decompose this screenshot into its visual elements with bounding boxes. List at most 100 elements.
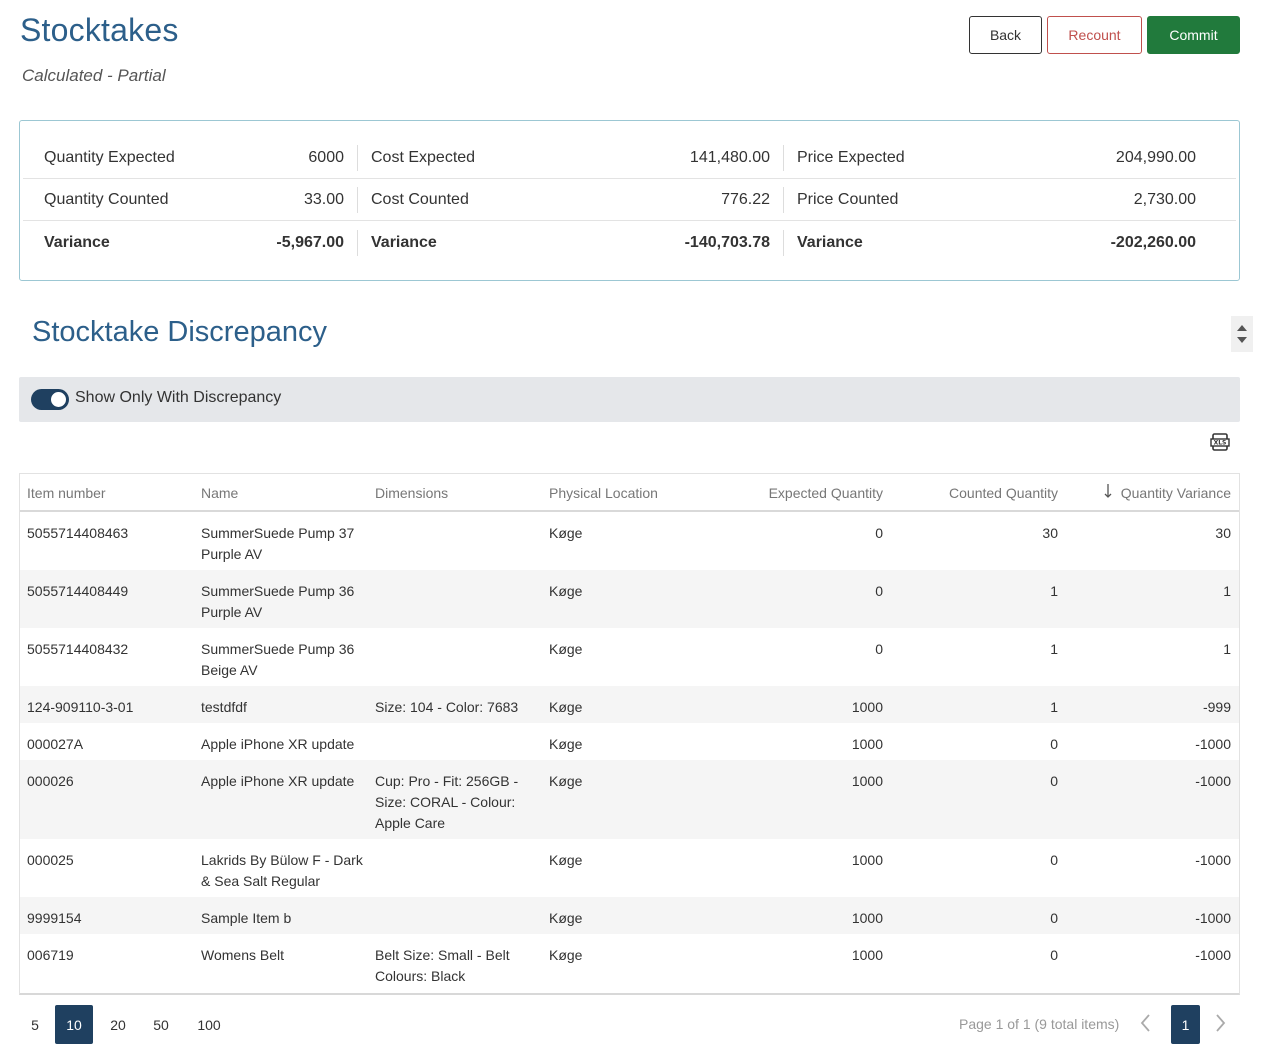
cell-dimensions: Cup: Pro - Fit: 256GB - Size: CORAL - Co… xyxy=(375,773,519,831)
page-button-current[interactable]: 1 xyxy=(1171,1005,1200,1044)
price-counted-label: Price Counted xyxy=(797,190,899,208)
cell-expected-quantity: 1000 xyxy=(851,947,883,963)
cell-physical-location: Køge xyxy=(549,852,583,868)
cell-expected-quantity: 1000 xyxy=(851,736,883,752)
page-subtitle: Calculated - Partial xyxy=(22,66,166,85)
cell-quantity-variance: -1000 xyxy=(1195,852,1231,868)
cost-counted-value: 776.22 xyxy=(721,190,770,208)
cell-item-number: 5055714408463 xyxy=(27,525,129,541)
summary-row-counted: Quantity Counted 33.00 Cost Counted 776.… xyxy=(23,179,1236,221)
cell-counted-quantity: 0 xyxy=(1050,736,1058,752)
divider xyxy=(357,187,358,213)
cell-name: SummerSuede Pump 36 Purple AV xyxy=(201,583,355,620)
qty-counted-label: Quantity Counted xyxy=(44,190,169,208)
cell-physical-location: Køge xyxy=(549,910,583,926)
cell-counted-quantity: 0 xyxy=(1050,947,1058,963)
table-row[interactable]: 000027A Apple iPhone XR update Køge 1000 0 -1… xyxy=(20,723,1239,760)
cell-name: Apple iPhone XR update xyxy=(201,736,355,752)
cell-counted-quantity: 1 xyxy=(1050,699,1058,715)
cell-dimensions: Size: 104 - Color: 7683 xyxy=(375,699,519,715)
col-dimensions[interactable]: Dimensions xyxy=(375,485,449,501)
cell-counted-quantity: 1 xyxy=(1050,583,1058,599)
table-row[interactable]: 006719 Womens Belt Belt Size: Small - Belt… xyxy=(20,934,1239,992)
page-size-option[interactable]: 100 xyxy=(197,1016,221,1033)
divider xyxy=(357,230,358,256)
page-size-option[interactable]: 50 xyxy=(153,1016,169,1033)
page-size-option[interactable]: 20 xyxy=(110,1016,126,1033)
col-counted-quantity[interactable]: Counted Quantity xyxy=(949,485,1058,501)
qty-expected-label: Quantity Expected xyxy=(44,148,175,166)
cell-name: Womens Belt xyxy=(201,947,284,963)
cell-expected-quantity: 1000 xyxy=(851,699,883,715)
col-name[interactable]: Name xyxy=(201,485,239,501)
recount-button[interactable]: Recount xyxy=(1047,16,1142,54)
cost-variance-label: Variance xyxy=(371,234,437,251)
chevron-left-icon[interactable] xyxy=(1137,1012,1155,1034)
toggle-label: Show Only With Discrepancy xyxy=(75,389,282,406)
divider xyxy=(357,145,358,171)
col-item-number[interactable]: Item number xyxy=(27,485,106,501)
cost-variance-value: -140,703.78 xyxy=(684,234,770,251)
cell-dimensions: Belt Size: Small - Belt Colours: Black xyxy=(375,947,510,984)
cell-item-number: 000025 xyxy=(27,852,74,868)
cell-item-number: 9999154 xyxy=(27,910,82,926)
qty-variance-label: Variance xyxy=(44,234,110,251)
col-quantity-variance[interactable]: Quantity Variance xyxy=(1120,485,1231,501)
cell-physical-location: Køge xyxy=(549,947,583,963)
cell-item-number: 000027A xyxy=(27,736,84,752)
cell-expected-quantity: 0 xyxy=(875,525,883,541)
table-row[interactable]: 124-909110-3-01 testdfdf Size: 104 - Color… xyxy=(20,686,1239,723)
cell-physical-location: Køge xyxy=(549,583,583,599)
col-expected-quantity[interactable]: Expected Quantity xyxy=(768,485,883,501)
sort-desc-icon[interactable] xyxy=(1103,482,1113,500)
cost-counted-label: Cost Counted xyxy=(371,190,469,208)
cell-counted-quantity: 0 xyxy=(1050,910,1058,926)
price-variance-value: -202,260.00 xyxy=(1110,234,1196,251)
table-row[interactable]: 000025 Lakrids By Bülow F - Dark & Sea Sa… xyxy=(20,839,1239,897)
table-row[interactable]: 000026 Apple iPhone XR update Cup: Pro - F… xyxy=(20,760,1239,839)
back-button[interactable]: Back xyxy=(969,16,1042,54)
page-title: Stocktakes xyxy=(20,12,179,48)
cost-expected-label: Cost Expected xyxy=(371,148,476,166)
section-title: Stocktake Discrepancy xyxy=(32,316,327,348)
scroll-spinner[interactable] xyxy=(1231,316,1253,352)
cell-item-number: 5055714408449 xyxy=(27,583,129,599)
arrow-down-icon[interactable] xyxy=(1237,337,1247,343)
chevron-right-icon[interactable] xyxy=(1211,1012,1229,1034)
svg-text:XLS: XLS xyxy=(1214,440,1227,447)
cell-physical-location: Køge xyxy=(549,699,583,715)
cell-counted-quantity: 30 xyxy=(1042,525,1058,541)
summary-card: Quantity Expected 6000 Cost Expected 141… xyxy=(19,120,1240,281)
summary-row-variance: Variance -5,967.00 Variance -140,703.78 … xyxy=(23,222,1236,264)
col-physical-location[interactable]: Physical Location xyxy=(549,485,658,501)
cell-expected-quantity: 1000 xyxy=(851,773,883,789)
page-size-option[interactable]: 10 xyxy=(55,1005,93,1044)
discrepancy-toggle[interactable] xyxy=(31,389,69,410)
cell-expected-quantity: 1000 xyxy=(851,910,883,926)
page-size-option[interactable]: 5 xyxy=(31,1016,39,1033)
table-row[interactable]: 5055714408432 SummerSuede Pump 36 Beige A… xyxy=(20,628,1239,686)
table-row[interactable]: 5055714408463 SummerSuede Pump 37 Purple … xyxy=(20,512,1239,570)
arrow-up-icon[interactable] xyxy=(1237,325,1247,331)
cell-quantity-variance: 30 xyxy=(1215,525,1231,541)
cell-item-number: 006719 xyxy=(27,947,74,963)
cell-expected-quantity: 0 xyxy=(875,583,883,599)
cell-name: SummerSuede Pump 37 Purple AV xyxy=(201,525,355,562)
qty-variance-value: -5,967.00 xyxy=(276,234,344,251)
table-row[interactable]: 5055714408449 SummerSuede Pump 36 Purple … xyxy=(20,570,1239,628)
cell-counted-quantity: 1 xyxy=(1050,641,1058,657)
grid-header: Item number Name Dimensions Physical Loc… xyxy=(20,474,1239,512)
cell-physical-location: Køge xyxy=(549,773,583,789)
table-row[interactable]: 9999154 Sample Item b Køge 1000 0 -1000 xyxy=(20,897,1239,934)
commit-button[interactable]: Commit xyxy=(1147,16,1240,54)
cell-item-number: 5055714408432 xyxy=(27,641,129,657)
xls-export-icon[interactable]: XLS xyxy=(1210,432,1230,452)
cost-expected-value: 141,480.00 xyxy=(689,148,770,166)
cell-name: Sample Item b xyxy=(201,910,292,926)
cell-physical-location: Køge xyxy=(549,525,583,541)
cell-item-number: 124-909110-3-01 xyxy=(27,699,134,715)
cell-quantity-variance: 1 xyxy=(1223,641,1231,657)
price-variance-label: Variance xyxy=(797,234,863,251)
qty-expected-value: 6000 xyxy=(308,148,344,166)
qty-counted-value: 33.00 xyxy=(303,190,344,208)
